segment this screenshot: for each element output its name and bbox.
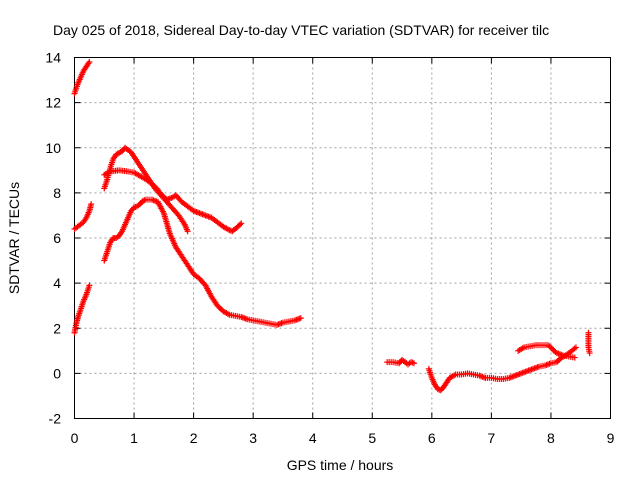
series-track-8	[425, 344, 579, 394]
data-point	[410, 360, 417, 367]
data-markers	[71, 59, 593, 394]
y-axis-label: SDTVAR / TECUs	[6, 182, 22, 294]
data-point	[237, 221, 244, 228]
series-track-7	[384, 356, 417, 368]
y-tick-label: 0	[53, 365, 61, 381]
series-track-2	[71, 282, 93, 336]
y-tick-label: 8	[53, 185, 61, 201]
x-tick-label: 9	[607, 430, 615, 446]
y-tick-label: 14	[45, 50, 61, 66]
data-point	[586, 350, 593, 357]
x-tick-label: 7	[487, 430, 495, 446]
y-tick-labels: -2 0 2 4 6 8 10 12 14	[45, 50, 61, 427]
series-track-10	[585, 329, 593, 357]
x-tick-label: 0	[71, 430, 79, 446]
data-point	[86, 59, 93, 66]
x-tick-label: 5	[368, 430, 376, 446]
x-tick-label: 8	[547, 430, 555, 446]
data-point	[571, 345, 578, 352]
data-point	[238, 220, 245, 227]
series-track-6	[101, 196, 304, 328]
data-point	[86, 282, 93, 289]
x-tick-label: 6	[428, 430, 436, 446]
data-point	[184, 228, 191, 235]
data-point	[88, 201, 95, 208]
data-point	[297, 315, 304, 322]
axis-ticks	[74, 57, 611, 419]
series-track-1	[71, 59, 93, 97]
chart-title: Day 025 of 2018, Sidereal Day-to-day VTE…	[53, 22, 549, 38]
y-tick-label: 6	[53, 230, 61, 246]
y-tick-label: 10	[45, 140, 61, 156]
series-track-3	[71, 201, 95, 232]
x-tick-label: 4	[309, 430, 317, 446]
x-tick-label: 2	[190, 430, 198, 446]
y-tick-label: 12	[45, 95, 61, 111]
data-point	[572, 344, 579, 351]
x-tick-label: 1	[130, 430, 138, 446]
y-tick-label: 4	[53, 275, 61, 291]
y-tick-label: -2	[49, 411, 62, 427]
series-track-9	[515, 342, 578, 361]
y-tick-label: 2	[53, 320, 61, 336]
x-axis-label: GPS time / hours	[287, 457, 394, 473]
x-tick-label: 3	[249, 430, 257, 446]
data-point	[571, 354, 578, 361]
series-track-5	[101, 167, 245, 235]
grid	[74, 57, 611, 419]
x-tick-labels: 0 1 2 3 4 5 6 7 8 9	[71, 430, 615, 446]
